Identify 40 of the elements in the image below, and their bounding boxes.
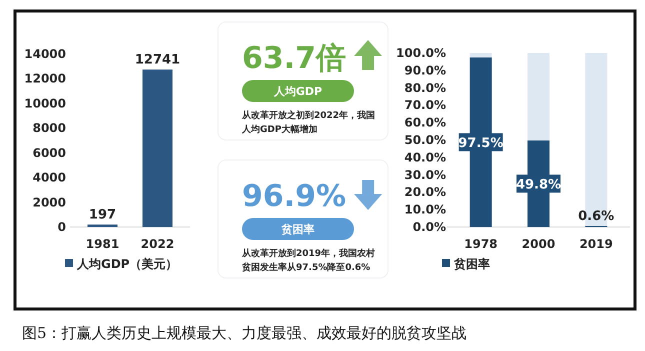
- bar: [528, 53, 550, 140]
- x-tick-label: 1978: [464, 237, 498, 251]
- x-tick-label: 2019: [579, 237, 613, 251]
- y-tick-label: 40.0%: [404, 150, 446, 164]
- caption: 图5：打赢人类历史上规模最大、力度最强、成效最好的脱贫攻坚战: [22, 324, 467, 342]
- y-tick-label: 90.0%: [404, 63, 446, 78]
- y-tick-label: 12000: [24, 72, 66, 86]
- y-tick-label: 20.0%: [404, 185, 446, 200]
- data-label: 12741: [134, 52, 180, 68]
- y-tick-label: 10.0%: [404, 202, 446, 217]
- y-tick-label: 70.0%: [404, 98, 446, 112]
- y-tick-label: 10000: [24, 96, 66, 110]
- data-label: 0.6%: [578, 208, 614, 224]
- y-tick-label: 0.0%: [412, 220, 446, 234]
- y-tick-label: 4000: [32, 170, 66, 185]
- y-tick-label: 6000: [32, 146, 66, 160]
- y-tick-label: 50.0%: [404, 133, 446, 147]
- data-label: 97.5%: [458, 136, 504, 152]
- y-tick-label: 2000: [32, 195, 66, 210]
- y-tick-label: 80.0%: [404, 80, 446, 95]
- text: 贫困率: [280, 223, 314, 236]
- text: 从改革开放到2019年，我国农村贫困发生率从97.5%降至0.6%: [241, 248, 376, 273]
- text: 96.9%: [242, 179, 346, 214]
- y-tick-label: 30.0%: [404, 168, 446, 182]
- legend-label: 人均GDP（美元）: [76, 257, 178, 271]
- x-tick-label: 2000: [522, 237, 556, 251]
- y-tick-label: 100.0%: [396, 46, 446, 60]
- data-label: 197: [88, 208, 116, 223]
- text: 人均GDP: [272, 85, 322, 98]
- data-label: 49.8%: [516, 178, 562, 193]
- text: 63.7倍: [242, 41, 346, 76]
- text: 从改革开放之初到2022年，我国人均GDP大幅增加: [241, 110, 376, 135]
- y-tick-label: 0: [58, 220, 66, 234]
- bar: [470, 53, 492, 58]
- y-tick-label: 14000: [24, 47, 66, 61]
- y-tick-label: 60.0%: [404, 116, 446, 130]
- legend-label: 贫困率: [453, 257, 490, 271]
- x-tick-label: 1981: [86, 237, 120, 251]
- x-tick-label: 2022: [140, 237, 174, 251]
- y-tick-label: 8000: [32, 121, 66, 136]
